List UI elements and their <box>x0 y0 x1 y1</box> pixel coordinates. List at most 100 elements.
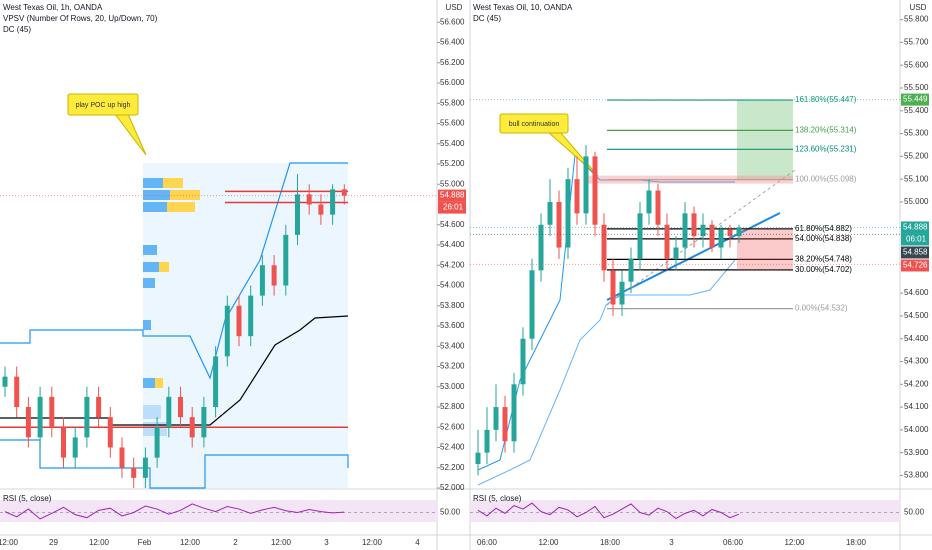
y-tick-label: 53.800 <box>440 301 465 310</box>
candle-body <box>628 258 634 282</box>
y-tick-label: 55.000 <box>904 197 929 206</box>
candle-body <box>283 234 289 286</box>
fib-label: 30.00%(54.702) <box>795 265 852 274</box>
candle-body <box>502 407 508 442</box>
rsi-label: RSI (5, close) <box>473 494 522 503</box>
y-tick-label: 52.200 <box>440 463 465 472</box>
time-label: 12:00 <box>538 538 559 547</box>
candle-body <box>709 224 715 248</box>
time-label: Feb <box>138 538 152 547</box>
candle-body <box>61 427 66 458</box>
candle-body <box>673 247 679 259</box>
candle-body <box>700 224 706 237</box>
time-label: 12:00 <box>784 538 805 547</box>
y-tick-label: 55.600 <box>440 119 465 128</box>
candle-body <box>154 427 160 458</box>
candle-body <box>14 376 20 408</box>
rsi-level-label: 50.00 <box>440 508 461 517</box>
candle-body <box>655 190 661 225</box>
candle-body <box>601 224 607 271</box>
y-tick-label: 55.200 <box>440 159 465 168</box>
rsi-band <box>0 500 437 522</box>
candle-body <box>213 356 219 408</box>
chart-title: West Texas Oil, 10, OANDA <box>473 3 573 12</box>
candle-body <box>556 201 562 248</box>
candle-body <box>691 213 697 237</box>
y-tick-label: 54.600 <box>904 288 929 297</box>
fib-label: 38.20%(54.748) <box>795 254 852 263</box>
candle-body <box>664 224 670 259</box>
y-tick-label: 56.600 <box>440 17 465 26</box>
vp-bar <box>143 245 157 255</box>
y-tick-label: 56.200 <box>440 58 465 67</box>
annotation: bull continuation <box>509 121 560 128</box>
countdown-label: 26:01 <box>443 203 464 212</box>
y-tick-label: 55.400 <box>904 106 929 115</box>
y-tick-label: 54.600 <box>440 220 465 229</box>
countdown-label: 06:01 <box>906 235 927 244</box>
donchian-lower <box>0 439 349 489</box>
time-label: 12:00 <box>180 538 201 547</box>
currency-label: USD <box>446 3 463 12</box>
candle-body <box>96 396 102 418</box>
candle-body <box>330 189 336 215</box>
candle-body <box>107 417 113 448</box>
trend-line <box>606 212 781 301</box>
y-tick-label: 52.600 <box>440 422 465 431</box>
resistance-band <box>585 175 793 184</box>
volume-profile-area <box>143 163 348 488</box>
candle-body <box>49 396 55 428</box>
candle-body <box>84 396 90 438</box>
candle-body <box>646 190 652 214</box>
candle-body <box>565 179 571 248</box>
callout-box <box>67 93 139 116</box>
candle-body <box>727 229 733 237</box>
vp-bar <box>143 378 155 388</box>
fib-label: 161.80%(55.447) <box>795 95 857 104</box>
candle-body <box>166 396 172 428</box>
candle-body <box>583 156 589 214</box>
annotation: play POC up high <box>76 102 131 109</box>
time-label: 4 <box>415 538 420 547</box>
y-tick-label: 54.100 <box>904 402 929 411</box>
price-tag <box>901 93 929 106</box>
y-tick-label: 52.800 <box>440 402 465 411</box>
y-tick-label: 55.200 <box>904 151 929 160</box>
candle-body <box>592 156 598 225</box>
candle-body <box>529 270 535 339</box>
price-tag <box>901 246 929 259</box>
price-tag <box>901 259 929 272</box>
candle-body <box>682 213 688 248</box>
candle-body <box>224 305 230 357</box>
donchian-upper <box>0 162 348 380</box>
y-tick-label: 55.300 <box>904 129 929 138</box>
fib-label: 138.20%(55.314) <box>795 125 857 134</box>
countdown-tag <box>901 233 929 246</box>
candle-body <box>236 305 242 337</box>
y-tick-label: 54.000 <box>904 425 929 434</box>
vp-bar <box>159 262 169 272</box>
candle-body <box>25 407 31 438</box>
rsi-line <box>477 502 740 520</box>
y-tick-label: 53.900 <box>904 448 929 457</box>
price-tag <box>438 189 466 202</box>
candle-body <box>119 447 125 468</box>
time-label: 12:00 <box>271 538 292 547</box>
price-tag-label: 54.726 <box>903 261 928 270</box>
y-tick-label: 55.800 <box>440 98 465 107</box>
vp-bar <box>163 178 183 188</box>
candle-body <box>574 179 580 214</box>
indicator-label: DC (45) <box>473 14 501 23</box>
y-tick-label: 55.100 <box>904 174 929 183</box>
stop-zone <box>737 228 793 270</box>
time-label: 12:00 <box>362 538 383 547</box>
y-tick-label: 55.800 <box>904 15 929 24</box>
y-tick-label: 55.000 <box>440 179 465 188</box>
y-tick-label: 54.400 <box>440 240 465 249</box>
y-tick-label: 54.300 <box>904 357 929 366</box>
fib-label: 61.80%(54.882) <box>795 224 852 233</box>
y-tick-label: 53.200 <box>440 362 465 371</box>
vp-bar <box>143 278 155 288</box>
fib-label: 123.60%(55.231) <box>795 144 857 153</box>
